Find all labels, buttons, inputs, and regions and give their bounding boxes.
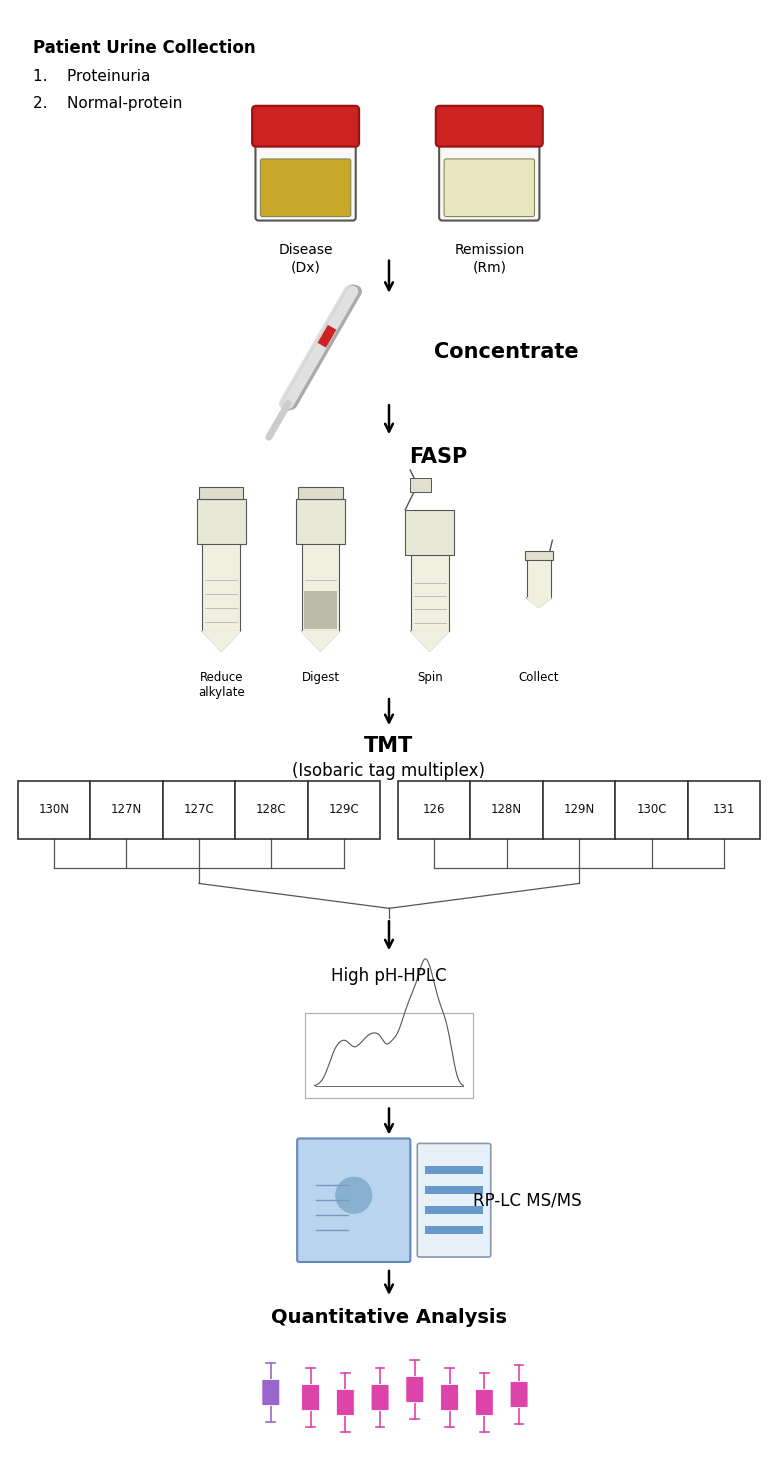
Bar (303, 591, 338, 629)
Polygon shape (202, 632, 240, 651)
Text: 127C: 127C (184, 803, 214, 817)
Text: 126: 126 (423, 803, 446, 817)
Bar (199, 487, 244, 498)
Text: RP-LC MS/MS: RP-LC MS/MS (473, 1192, 582, 1209)
Bar (426, 1207, 483, 1214)
Bar (426, 1226, 483, 1234)
Text: Concentrate: Concentrate (433, 343, 578, 362)
Bar (411, 544, 449, 632)
FancyBboxPatch shape (436, 106, 543, 147)
Bar (299, 487, 342, 498)
Text: Collect: Collect (519, 671, 559, 685)
Text: 1.    Proteinuria: 1. Proteinuria (33, 69, 150, 84)
FancyBboxPatch shape (371, 1384, 389, 1410)
FancyBboxPatch shape (444, 158, 534, 217)
Text: Remission
(Rm): Remission (Rm) (454, 243, 524, 274)
Bar (302, 538, 339, 632)
Text: 129C: 129C (328, 803, 359, 817)
FancyBboxPatch shape (440, 1384, 458, 1410)
Bar (688, 781, 760, 839)
Bar (442, 141, 537, 147)
Bar (543, 781, 615, 839)
Bar (307, 781, 380, 839)
Text: Patient Urine Collection: Patient Urine Collection (33, 38, 255, 57)
Bar (18, 781, 90, 839)
FancyBboxPatch shape (406, 1377, 424, 1403)
Polygon shape (527, 598, 551, 608)
Polygon shape (302, 632, 339, 651)
Bar (305, 1013, 473, 1098)
Text: 129N: 129N (563, 803, 594, 817)
Bar (615, 781, 688, 839)
Text: FASP: FASP (409, 447, 467, 468)
Text: (Isobaric tag multiplex): (Isobaric tag multiplex) (293, 762, 485, 780)
Bar (398, 781, 471, 839)
FancyBboxPatch shape (510, 1381, 528, 1407)
FancyBboxPatch shape (417, 1143, 491, 1256)
Bar (426, 1167, 483, 1174)
Bar (235, 781, 307, 839)
FancyBboxPatch shape (475, 1390, 493, 1415)
Bar (90, 781, 163, 839)
Text: 127N: 127N (110, 803, 142, 817)
Bar (163, 781, 235, 839)
Bar (202, 538, 240, 632)
FancyBboxPatch shape (302, 1384, 320, 1410)
Circle shape (336, 1177, 372, 1214)
FancyBboxPatch shape (439, 136, 539, 220)
Text: 130N: 130N (38, 803, 69, 817)
Text: TMT: TMT (364, 736, 414, 756)
Text: 130C: 130C (636, 803, 667, 817)
Text: Quantitative Analysis: Quantitative Analysis (271, 1308, 507, 1327)
FancyBboxPatch shape (262, 1380, 280, 1406)
Text: 128N: 128N (491, 803, 522, 817)
Bar (409, 478, 431, 493)
FancyBboxPatch shape (255, 136, 356, 220)
Text: High pH-HPLC: High pH-HPLC (331, 968, 447, 985)
FancyBboxPatch shape (261, 158, 351, 217)
FancyBboxPatch shape (252, 106, 359, 147)
Bar (527, 556, 551, 598)
Text: 2.    Normal-protein: 2. Normal-protein (33, 97, 182, 111)
Bar (471, 781, 543, 839)
Polygon shape (411, 632, 449, 651)
Text: Disease
(Dx): Disease (Dx) (279, 243, 333, 274)
Text: 131: 131 (713, 803, 735, 817)
Text: Spin: Spin (417, 671, 443, 685)
Text: 128C: 128C (256, 803, 286, 817)
Bar (426, 1186, 483, 1195)
FancyBboxPatch shape (297, 1139, 410, 1262)
FancyBboxPatch shape (336, 1390, 354, 1415)
Bar (197, 498, 246, 544)
Bar (296, 498, 345, 544)
Bar (525, 551, 553, 560)
Bar (405, 510, 454, 554)
Text: Digest: Digest (301, 671, 339, 685)
Text: Reduce
alkylate: Reduce alkylate (198, 671, 244, 699)
Bar (258, 141, 352, 147)
